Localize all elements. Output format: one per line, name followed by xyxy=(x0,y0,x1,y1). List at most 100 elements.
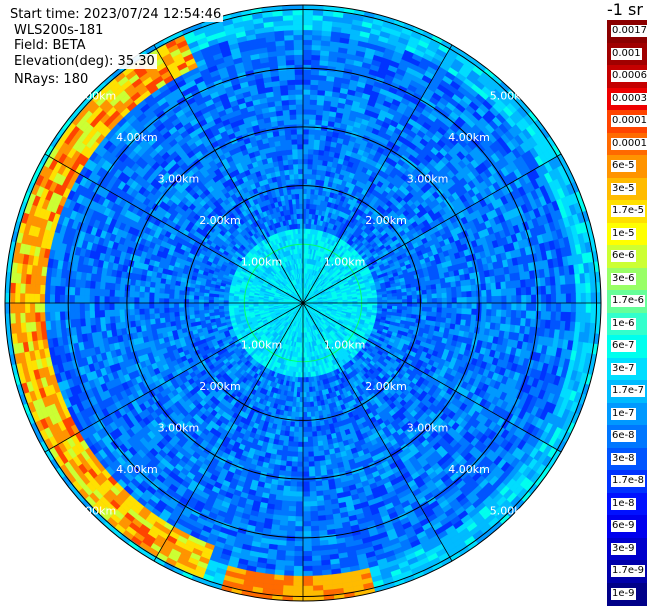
backscatter-cell xyxy=(312,29,323,36)
backscatter-cell xyxy=(486,296,492,304)
backscatter-cell xyxy=(367,297,373,301)
backscatter-cell xyxy=(515,317,522,327)
backscatter-cell xyxy=(411,306,418,312)
backscatter-cell xyxy=(318,144,326,151)
backscatter-cell xyxy=(536,302,542,312)
backscatter-cell xyxy=(539,277,546,287)
backscatter-cell xyxy=(515,310,522,319)
backscatter-cell xyxy=(505,309,512,318)
backscatter-cell xyxy=(387,305,393,310)
backscatter-cell xyxy=(302,104,311,110)
backscatter-cell xyxy=(535,310,542,320)
backscatter-cell xyxy=(560,311,567,322)
backscatter-cell xyxy=(302,198,307,204)
backscatter-cell xyxy=(541,302,547,312)
backscatter-cell xyxy=(377,302,383,306)
backscatter-cell xyxy=(307,168,313,175)
backscatter-cell xyxy=(309,119,317,125)
backscatter-cell xyxy=(312,19,323,26)
backscatter-cell xyxy=(302,143,309,150)
backscatter-cell xyxy=(316,94,326,101)
backscatter-cell xyxy=(496,288,502,297)
backscatter-cell xyxy=(302,89,311,95)
backscatter-cell xyxy=(425,284,432,291)
backscatter-cell xyxy=(307,153,314,160)
backscatter-cell xyxy=(540,285,547,295)
backscatter-cell xyxy=(505,316,512,326)
backscatter-cell xyxy=(506,302,512,311)
backscatter-cell xyxy=(310,183,316,190)
backscatter-cell xyxy=(436,293,443,299)
backscatter-cell xyxy=(317,89,326,96)
backscatter-cell xyxy=(305,208,310,215)
backscatter-cell xyxy=(315,109,324,116)
backscatter-cell xyxy=(416,306,423,312)
backscatter-cell xyxy=(306,188,312,195)
backscatter-cell xyxy=(416,294,423,300)
backscatter-cell xyxy=(510,317,517,326)
backscatter-cell xyxy=(534,319,542,329)
backscatter-cell xyxy=(544,276,551,287)
backscatter-cell xyxy=(307,163,313,170)
backscatter-cell xyxy=(590,282,597,294)
backscatter-cell xyxy=(302,203,307,209)
backscatter-cell xyxy=(309,104,318,110)
backscatter-cell xyxy=(560,293,567,304)
backscatter-cell xyxy=(305,213,310,219)
backscatter-cell xyxy=(515,279,522,289)
backscatter-cell xyxy=(396,292,403,297)
backscatter-cell xyxy=(525,286,532,296)
backscatter-cell xyxy=(570,293,577,304)
backscatter-cell xyxy=(401,306,408,311)
backscatter-cell xyxy=(302,24,313,31)
backscatter-cell xyxy=(550,302,557,313)
backscatter-cell xyxy=(416,310,423,316)
backscatter-cell xyxy=(311,34,322,41)
backscatter-cell xyxy=(302,59,312,65)
backscatter-cell xyxy=(315,119,323,126)
backscatter-cell xyxy=(560,302,567,313)
backscatter-cell xyxy=(310,188,316,195)
backscatter-cell xyxy=(461,308,468,315)
backscatter-cell xyxy=(545,285,552,295)
backscatter-cell xyxy=(315,114,323,121)
backscatter-cell xyxy=(396,306,403,311)
backscatter-cell xyxy=(308,129,316,135)
backscatter-cell xyxy=(302,69,312,75)
backscatter-cell xyxy=(441,292,448,299)
backscatter-cell xyxy=(544,319,551,330)
backscatter-cell xyxy=(318,74,328,81)
backscatter-cell xyxy=(311,49,321,56)
backscatter-cell xyxy=(411,298,418,304)
backscatter-cell xyxy=(496,302,502,311)
backscatter-cell xyxy=(377,300,383,304)
backscatter-cell xyxy=(575,293,582,304)
backscatter-cell xyxy=(302,64,312,70)
backscatter-cell xyxy=(313,139,321,146)
backscatter-cell xyxy=(510,280,517,289)
backscatter-cell xyxy=(310,64,320,71)
backscatter-cell xyxy=(585,282,592,294)
backscatter-cell xyxy=(306,183,312,190)
backscatter-cell xyxy=(511,295,517,304)
backscatter-cell xyxy=(445,317,452,324)
backscatter-cell xyxy=(435,283,442,290)
backscatter-cell xyxy=(431,288,437,295)
backscatter-cell xyxy=(319,60,329,67)
backscatter-cell xyxy=(362,298,368,302)
backscatter-cell xyxy=(491,289,497,297)
backscatter-cell xyxy=(470,320,477,328)
backscatter-cell xyxy=(529,318,537,328)
backscatter-cell xyxy=(411,302,418,308)
backscatter-cell xyxy=(529,278,537,288)
backscatter-cell xyxy=(441,302,448,309)
backscatter-cell xyxy=(318,79,327,86)
backscatter-cell xyxy=(549,320,556,330)
backscatter-cell xyxy=(317,84,327,91)
backscatter-cell xyxy=(456,302,463,309)
backscatter-cell xyxy=(302,213,307,219)
backscatter-cell xyxy=(410,286,417,292)
backscatter-cell xyxy=(311,44,322,51)
backscatter-cell xyxy=(302,173,308,180)
backscatter-cell xyxy=(311,178,317,185)
